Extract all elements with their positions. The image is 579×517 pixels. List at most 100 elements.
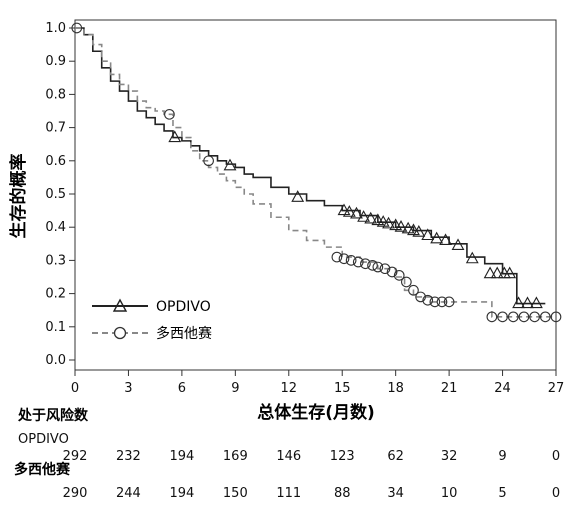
y-tick-label: 0.6 (45, 154, 66, 169)
censor-triangle (407, 223, 420, 236)
censor-circle (507, 311, 519, 323)
risk-table-title: 处于风险数 (17, 407, 89, 424)
censor-circle (550, 311, 562, 323)
risk-count: 290 (63, 486, 88, 501)
risk-count: 232 (116, 449, 141, 464)
risk-count: 292 (63, 449, 88, 464)
censor-triangle (439, 233, 452, 246)
censor-circle (345, 255, 357, 266)
y-tick-label: 0.4 (45, 220, 66, 235)
censor-triangle (342, 205, 356, 217)
censor-circle (401, 276, 412, 288)
risk-count: 0 (552, 449, 560, 464)
censor-triangle (389, 218, 403, 231)
risk-row-docetaxel: 290 244 194 150 111 88 34 10 5 0 (63, 486, 561, 501)
y-tick-label: 0.1 (45, 320, 66, 335)
censor-triangle (483, 266, 497, 279)
censor-circle (429, 296, 441, 308)
x-tick-label: 0 (71, 381, 79, 396)
censor-triangle (529, 296, 543, 309)
plot-frame (74, 19, 557, 371)
risk-table: 处于风险数 OPDIVO 292 232 194 169 146 123 62 32 9 0 多西… (14, 407, 560, 501)
legend-label-opdivo: OPDIVO (156, 299, 211, 315)
censor-circle (408, 284, 419, 296)
censor-circle (393, 269, 405, 281)
risk-row-opdivo: 292 232 194 169 146 123 62 32 9 0 (63, 449, 561, 464)
censor-circle (164, 108, 175, 120)
censor-triangle (357, 210, 371, 222)
x-tick-label: 6 (178, 381, 186, 396)
x-tick-label: 27 (548, 381, 565, 396)
censor-triangle (168, 130, 182, 143)
y-tick-label: 0.0 (45, 353, 66, 368)
censor-circle (497, 311, 508, 323)
y-tick-label: 0.7 (45, 121, 66, 136)
censor-circle (422, 294, 434, 306)
risk-count: 5 (498, 486, 506, 501)
censor-triangle (350, 206, 363, 219)
curve-opdivo (75, 27, 546, 305)
censor-triangle (394, 220, 408, 232)
censor-circle (415, 291, 426, 303)
censor-triangle (421, 228, 435, 241)
legend-triangle-icon (112, 298, 128, 312)
y-axis-title: 生存的概率 (8, 154, 29, 239)
risk-count: 146 (276, 449, 301, 464)
legend: OPDIVO 多西他赛 (92, 298, 212, 342)
risk-count: 88 (334, 486, 351, 501)
risk-count: 9 (498, 449, 506, 464)
y-tick-label: 0.8 (45, 87, 66, 102)
censor-triangle (291, 190, 305, 202)
risk-count: 0 (552, 486, 560, 501)
censor-triangle (490, 266, 504, 279)
y-tick-label: 1.0 (45, 21, 66, 36)
censor-circle (352, 256, 364, 268)
x-tick-label: 21 (441, 381, 458, 396)
censor-circle (360, 258, 371, 270)
censor-circle (372, 261, 384, 273)
y-axis: 0.0 0.1 0.2 0.3 0.4 0.5 0.6 0.7 0.8 0.9 1.0 (45, 21, 75, 368)
censor-triangle (364, 211, 378, 224)
censor-circle (436, 296, 448, 308)
censor-triangle (521, 296, 534, 309)
censor-triangle (503, 266, 517, 279)
x-tick-label: 12 (281, 381, 298, 396)
risk-count: 123 (330, 449, 355, 464)
legend-label-docetaxel: 多西他赛 (156, 325, 212, 342)
risk-count: 194 (169, 449, 194, 464)
censor-triangle (371, 213, 385, 226)
censor-triangle (430, 231, 444, 244)
censor-circle (486, 311, 498, 323)
risk-count: 10 (441, 486, 458, 501)
risk-group-label-opdivo: OPDIVO (18, 432, 69, 447)
censor-triangle (376, 215, 390, 227)
censor-circle (518, 311, 530, 323)
censor-triangle (337, 203, 351, 216)
curve-docetaxel (75, 27, 553, 318)
censor-circle (71, 22, 83, 34)
censor-circle (203, 155, 214, 167)
censor-triangle (451, 238, 465, 251)
curves (75, 27, 553, 318)
censor-circle (367, 260, 378, 271)
y-tick-label: 0.3 (45, 253, 66, 268)
censor-triangle (412, 225, 426, 237)
censor-circle (338, 253, 350, 265)
x-axis-title: 总体生存(月数) (257, 402, 375, 423)
x-tick-label: 9 (231, 381, 239, 396)
censor-triangle (382, 216, 395, 229)
risk-group-label-docetaxel: 多西他赛 (14, 461, 71, 478)
risk-count: 244 (116, 486, 141, 501)
censor-triangle (465, 251, 479, 264)
censor-circle (386, 266, 398, 278)
censor-triangle (512, 296, 526, 309)
y-tick-label: 0.5 (45, 187, 66, 202)
risk-count: 111 (276, 486, 301, 501)
x-axis: 0 3 6 9 12 15 18 21 24 27 (71, 370, 564, 396)
censor-marks (71, 22, 562, 323)
y-tick-label: 0.9 (45, 54, 66, 69)
risk-count: 169 (223, 449, 248, 464)
legend-circle-icon (113, 326, 127, 340)
censor-triangle (401, 221, 415, 234)
